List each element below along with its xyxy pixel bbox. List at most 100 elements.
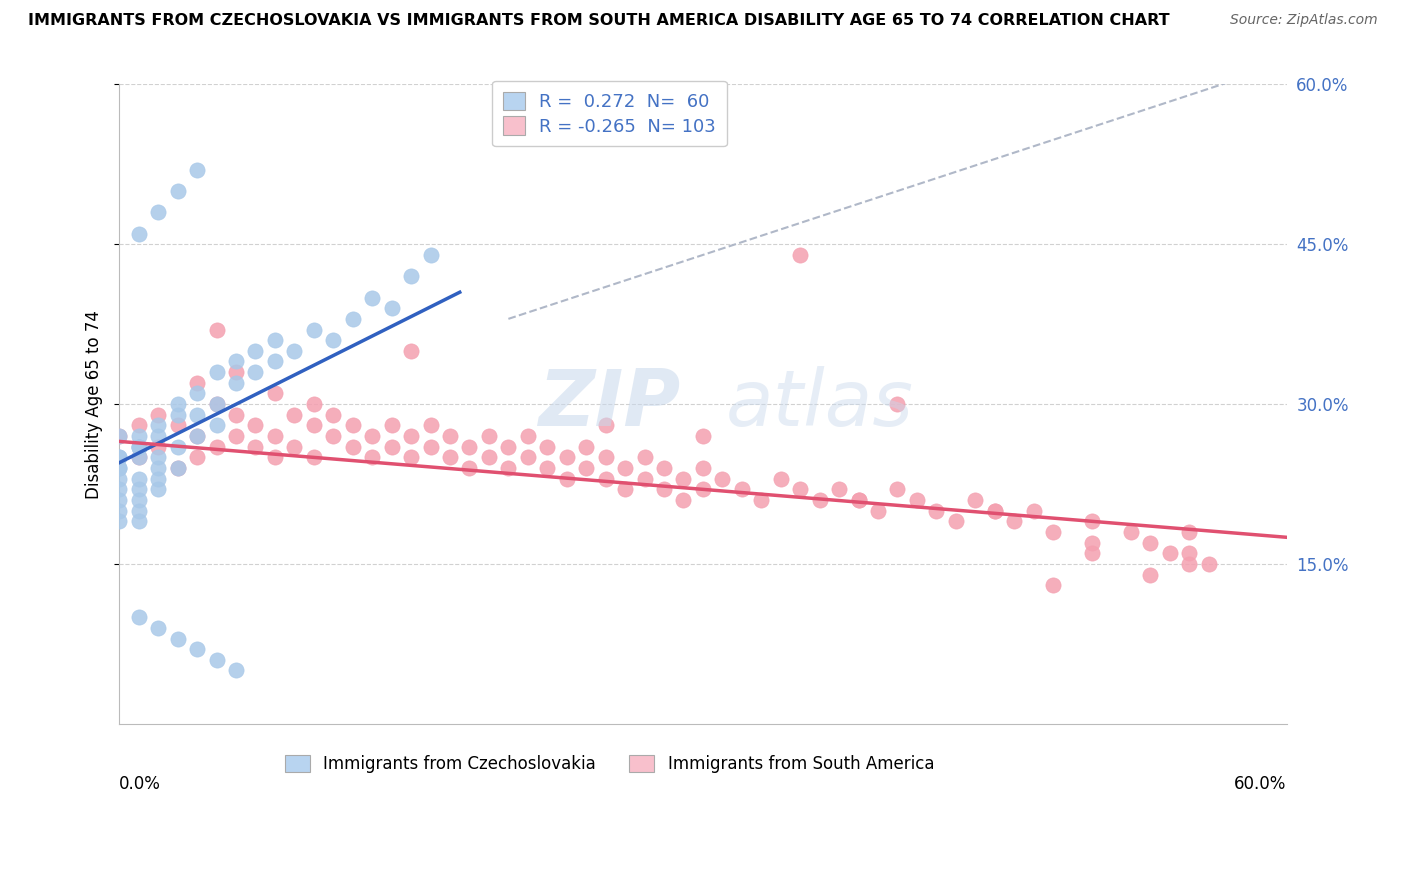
Point bbox=[1139, 535, 1161, 549]
Point bbox=[166, 632, 188, 646]
Point bbox=[399, 429, 422, 443]
Point bbox=[498, 461, 520, 475]
Text: ZIP: ZIP bbox=[538, 366, 681, 442]
Point bbox=[302, 418, 325, 433]
Point bbox=[945, 514, 967, 528]
Point bbox=[225, 365, 247, 379]
Point bbox=[984, 503, 1007, 517]
Point bbox=[1081, 546, 1104, 560]
Point bbox=[848, 493, 870, 508]
Point bbox=[108, 429, 131, 443]
Point bbox=[302, 322, 325, 336]
Point bbox=[886, 397, 908, 411]
Point bbox=[186, 450, 208, 465]
Point bbox=[128, 440, 150, 454]
Point bbox=[148, 429, 170, 443]
Point bbox=[342, 311, 364, 326]
Point bbox=[672, 472, 695, 486]
Point bbox=[652, 483, 675, 497]
Point bbox=[595, 472, 617, 486]
Point bbox=[108, 450, 131, 465]
Point bbox=[965, 493, 987, 508]
Point bbox=[205, 397, 228, 411]
Point bbox=[108, 461, 131, 475]
Text: Source: ZipAtlas.com: Source: ZipAtlas.com bbox=[1230, 13, 1378, 28]
Point bbox=[1178, 557, 1201, 571]
Point bbox=[692, 429, 714, 443]
Point bbox=[711, 472, 734, 486]
Point bbox=[128, 450, 150, 465]
Y-axis label: Disability Age 65 to 74: Disability Age 65 to 74 bbox=[86, 310, 103, 499]
Point bbox=[186, 162, 208, 177]
Point bbox=[148, 483, 170, 497]
Point bbox=[264, 354, 287, 368]
Point bbox=[108, 429, 131, 443]
Point bbox=[225, 408, 247, 422]
Point bbox=[128, 493, 150, 508]
Point bbox=[205, 397, 228, 411]
Point bbox=[128, 450, 150, 465]
Point bbox=[342, 418, 364, 433]
Point bbox=[1081, 514, 1104, 528]
Point bbox=[828, 483, 851, 497]
Point bbox=[516, 429, 538, 443]
Point bbox=[1042, 578, 1064, 592]
Point bbox=[322, 333, 344, 347]
Point bbox=[108, 461, 131, 475]
Point bbox=[245, 418, 267, 433]
Point bbox=[205, 322, 228, 336]
Point bbox=[225, 429, 247, 443]
Point bbox=[361, 429, 384, 443]
Point bbox=[166, 397, 188, 411]
Point bbox=[245, 365, 267, 379]
Point bbox=[186, 408, 208, 422]
Point bbox=[633, 450, 655, 465]
Point bbox=[536, 461, 558, 475]
Point bbox=[186, 429, 208, 443]
Point bbox=[166, 184, 188, 198]
Point bbox=[108, 493, 131, 508]
Point bbox=[399, 450, 422, 465]
Point bbox=[264, 429, 287, 443]
Point bbox=[984, 503, 1007, 517]
Point bbox=[322, 429, 344, 443]
Point bbox=[749, 493, 772, 508]
Point bbox=[108, 450, 131, 465]
Point bbox=[205, 418, 228, 433]
Point bbox=[148, 450, 170, 465]
Point bbox=[672, 493, 695, 508]
Point bbox=[186, 386, 208, 401]
Point bbox=[245, 440, 267, 454]
Point bbox=[439, 429, 461, 443]
Point bbox=[555, 472, 578, 486]
Point bbox=[148, 472, 170, 486]
Point bbox=[769, 472, 792, 486]
Point bbox=[302, 397, 325, 411]
Point bbox=[128, 514, 150, 528]
Point bbox=[516, 450, 538, 465]
Point bbox=[128, 610, 150, 624]
Point bbox=[808, 493, 831, 508]
Point bbox=[205, 365, 228, 379]
Point bbox=[1119, 524, 1142, 539]
Point bbox=[1178, 524, 1201, 539]
Point bbox=[283, 408, 305, 422]
Point bbox=[128, 483, 150, 497]
Point bbox=[905, 493, 928, 508]
Point bbox=[322, 408, 344, 422]
Point bbox=[128, 429, 150, 443]
Point bbox=[186, 642, 208, 657]
Point bbox=[302, 450, 325, 465]
Legend: Immigrants from Czechoslovakia, Immigrants from South America: Immigrants from Czechoslovakia, Immigran… bbox=[278, 747, 941, 780]
Point bbox=[283, 343, 305, 358]
Point bbox=[264, 333, 287, 347]
Point bbox=[381, 440, 404, 454]
Text: 60.0%: 60.0% bbox=[1234, 775, 1286, 793]
Point bbox=[925, 503, 948, 517]
Point bbox=[1198, 557, 1220, 571]
Point bbox=[458, 440, 481, 454]
Point bbox=[128, 418, 150, 433]
Point bbox=[264, 450, 287, 465]
Point bbox=[458, 461, 481, 475]
Point bbox=[692, 461, 714, 475]
